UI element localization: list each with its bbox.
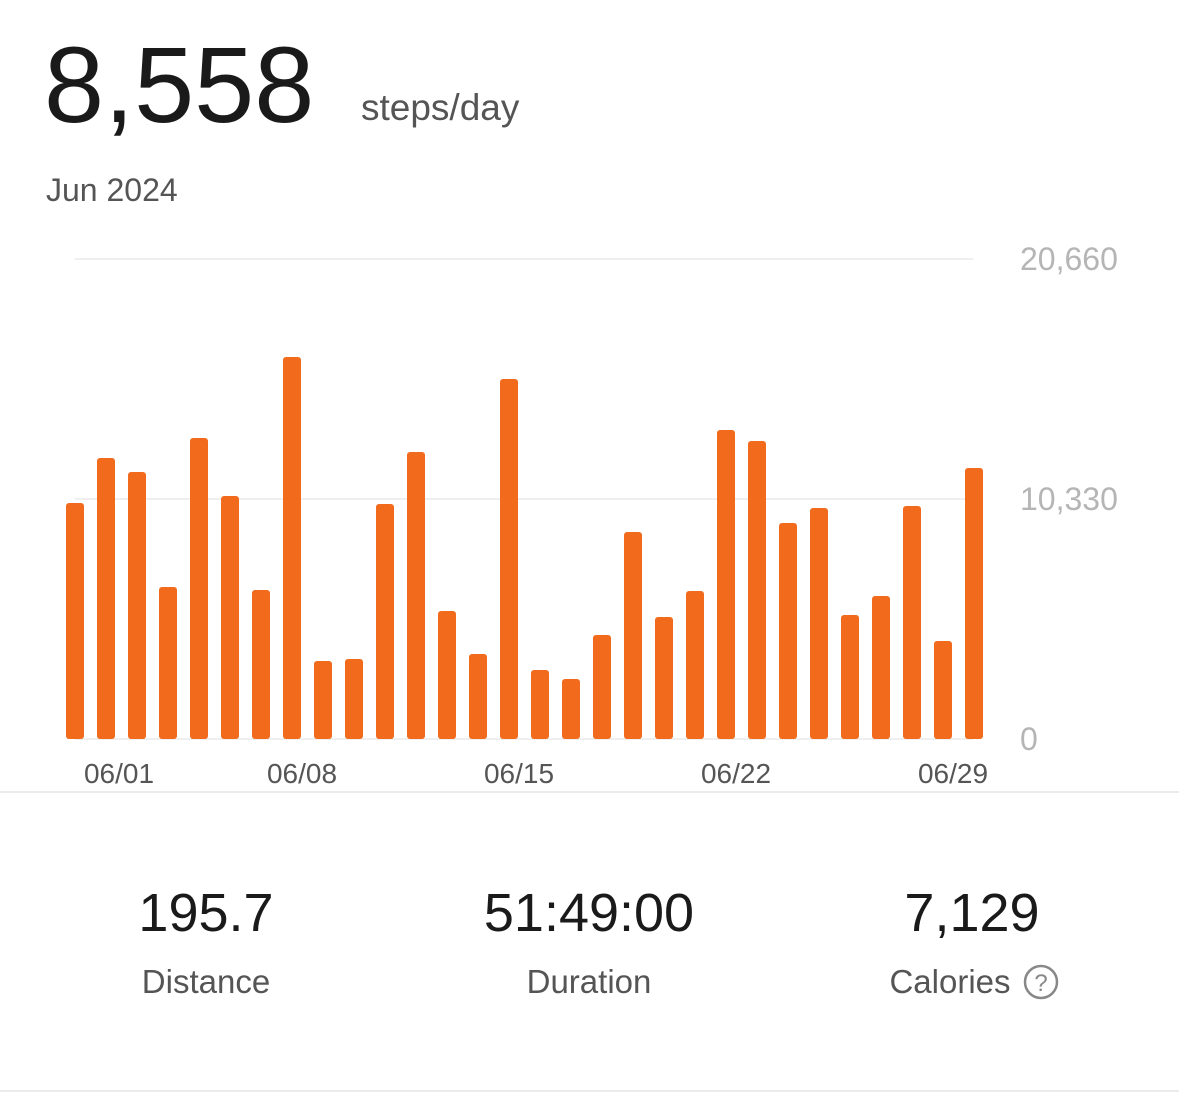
bar (872, 595, 890, 739)
bar (841, 615, 859, 739)
bar (376, 503, 394, 739)
bar (717, 429, 735, 739)
bar (934, 641, 952, 739)
bar (469, 653, 487, 739)
x-tick-label: 06/01 (84, 758, 154, 789)
stat-value: 7,129 (904, 883, 1039, 943)
help-icon-glyph: ? (1034, 970, 1047, 997)
bar (190, 438, 208, 739)
bar (159, 587, 177, 739)
bar (810, 508, 828, 739)
bar (438, 611, 456, 739)
bar (283, 356, 301, 739)
y-tick-label: 0 (1020, 721, 1038, 757)
x-tick-label: 06/29 (918, 758, 988, 789)
stat-label: Distance (142, 963, 270, 1000)
bar (562, 679, 580, 739)
bar (965, 468, 983, 739)
help-icon[interactable] (1023, 964, 1059, 1000)
steps-value: 8,558 (44, 24, 314, 145)
bar (314, 661, 332, 739)
bar (407, 451, 425, 739)
period: Jun 2024 (46, 172, 178, 208)
bar (903, 506, 921, 739)
bar (221, 496, 239, 739)
bar (624, 532, 642, 739)
bar (97, 457, 115, 739)
bar (531, 669, 549, 739)
bar (655, 617, 673, 739)
bar (779, 523, 797, 739)
x-tick-label: 06/22 (701, 758, 771, 789)
x-tick-label: 06/08 (267, 758, 337, 789)
stats: 195.7 Distance 51:49:00 Duration 7,129 Calori… (138, 883, 1039, 1000)
stat-label: Duration (527, 963, 652, 1000)
y-tick-label: 10,330 (1020, 481, 1118, 517)
bar (128, 472, 146, 739)
bar (66, 502, 84, 739)
stat-label: Calories (889, 963, 1010, 1000)
stat-value: 195.7 (138, 883, 273, 943)
bar (252, 590, 270, 739)
y-tick-label: 20,660 (1020, 241, 1118, 277)
steps-unit: steps/day (361, 87, 520, 128)
bar (686, 591, 704, 739)
bar (593, 635, 611, 739)
x-tick-label: 06/15 (484, 758, 554, 789)
bar (748, 441, 766, 739)
bar (500, 379, 518, 739)
bar (345, 659, 363, 739)
stat-value: 51:49:00 (484, 883, 694, 943)
